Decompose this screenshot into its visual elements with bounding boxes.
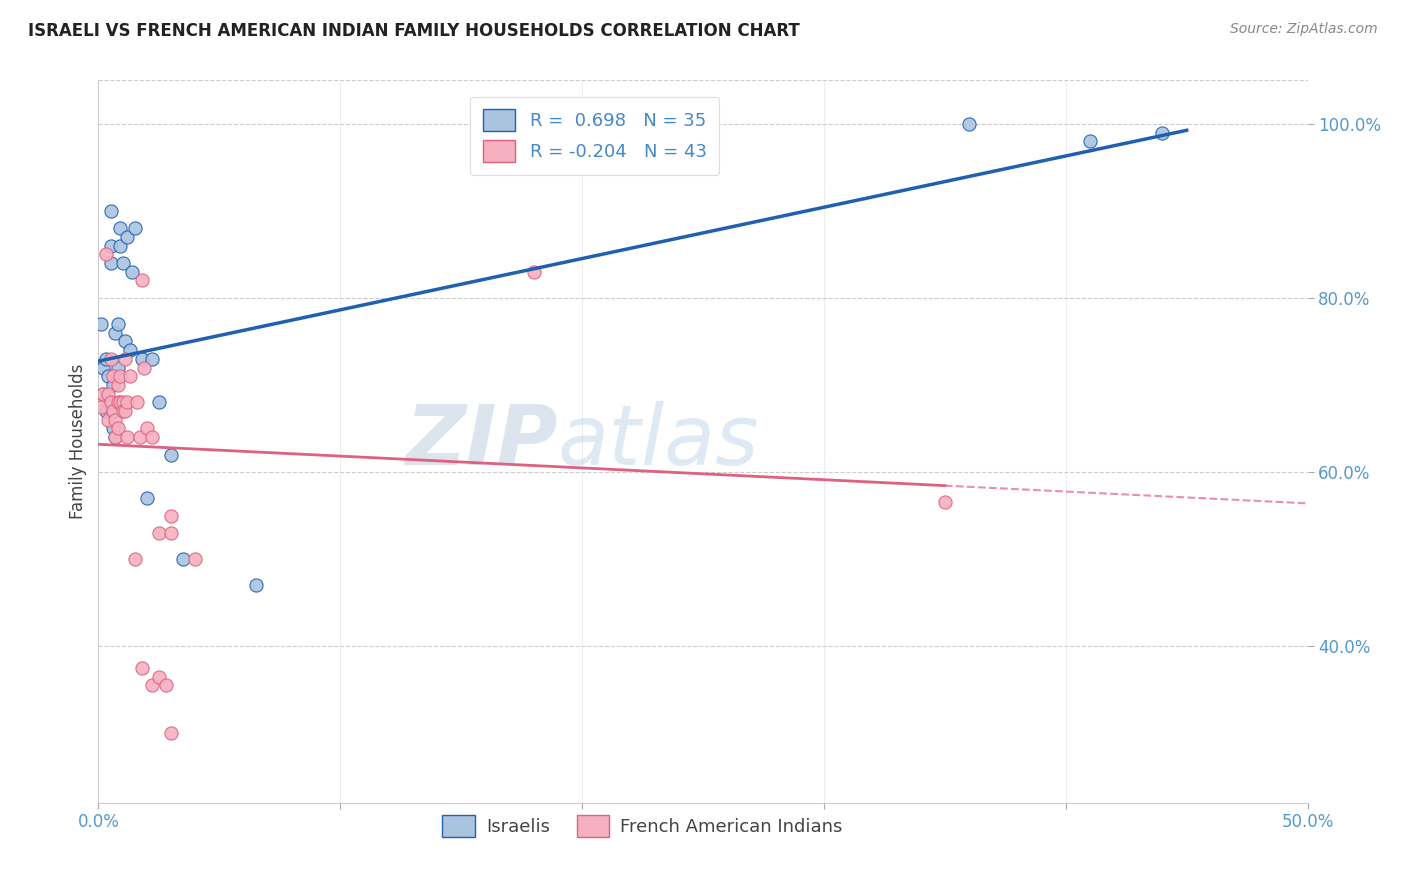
Point bbox=[94, 247, 117, 261]
Point bbox=[108, 395, 131, 409]
Point bbox=[245, 578, 267, 592]
Point bbox=[141, 430, 163, 444]
Point bbox=[957, 117, 980, 131]
Point bbox=[124, 221, 146, 235]
Text: atlas: atlas bbox=[558, 401, 759, 482]
Point bbox=[107, 378, 129, 392]
Point bbox=[104, 413, 127, 427]
Point bbox=[100, 203, 122, 218]
Point bbox=[121, 265, 143, 279]
Point bbox=[124, 552, 146, 566]
Point bbox=[100, 395, 122, 409]
Point bbox=[111, 404, 134, 418]
Point bbox=[135, 491, 157, 505]
Point bbox=[107, 421, 129, 435]
Point bbox=[1078, 134, 1101, 148]
Point bbox=[97, 395, 120, 409]
Point bbox=[107, 395, 129, 409]
Point bbox=[118, 343, 141, 358]
Point bbox=[160, 448, 183, 462]
Point bbox=[160, 508, 183, 523]
Point bbox=[131, 351, 153, 366]
Point bbox=[108, 238, 131, 252]
Point bbox=[128, 430, 150, 444]
Point bbox=[1152, 126, 1174, 140]
Point bbox=[101, 404, 124, 418]
Point bbox=[523, 265, 546, 279]
Point bbox=[111, 256, 134, 270]
Point bbox=[127, 395, 149, 409]
Point bbox=[104, 430, 127, 444]
Point bbox=[134, 360, 156, 375]
Point bbox=[117, 395, 139, 409]
Point bbox=[101, 404, 124, 418]
Point bbox=[148, 395, 170, 409]
Point bbox=[148, 669, 170, 683]
Point bbox=[148, 525, 170, 540]
Point bbox=[184, 552, 207, 566]
Point bbox=[97, 386, 120, 401]
Point bbox=[172, 552, 194, 566]
Point bbox=[100, 238, 122, 252]
Point bbox=[108, 221, 131, 235]
Point bbox=[101, 369, 124, 384]
Point bbox=[100, 256, 122, 270]
Point bbox=[107, 317, 129, 331]
Y-axis label: Family Households: Family Households bbox=[69, 364, 87, 519]
Point bbox=[104, 326, 127, 340]
Point bbox=[91, 386, 114, 401]
Point bbox=[118, 369, 141, 384]
Point bbox=[114, 334, 136, 349]
Point bbox=[934, 495, 956, 509]
Point bbox=[117, 430, 139, 444]
Point bbox=[155, 678, 177, 692]
Point bbox=[160, 525, 183, 540]
Point bbox=[141, 351, 163, 366]
Text: ISRAELI VS FRENCH AMERICAN INDIAN FAMILY HOUSEHOLDS CORRELATION CHART: ISRAELI VS FRENCH AMERICAN INDIAN FAMILY… bbox=[28, 22, 800, 40]
Text: ZIP: ZIP bbox=[405, 401, 558, 482]
Point bbox=[117, 230, 139, 244]
Point bbox=[91, 360, 114, 375]
Point bbox=[94, 404, 117, 418]
Point bbox=[141, 678, 163, 692]
Point bbox=[114, 351, 136, 366]
Point bbox=[131, 273, 153, 287]
Legend: Israelis, French American Indians: Israelis, French American Indians bbox=[436, 808, 849, 845]
Point bbox=[101, 378, 124, 392]
Point bbox=[104, 430, 127, 444]
Point bbox=[114, 404, 136, 418]
Point bbox=[90, 400, 112, 414]
Point bbox=[90, 317, 112, 331]
Point bbox=[91, 386, 114, 401]
Point bbox=[111, 395, 134, 409]
Point bbox=[97, 369, 120, 384]
Text: Source: ZipAtlas.com: Source: ZipAtlas.com bbox=[1230, 22, 1378, 37]
Point bbox=[107, 360, 129, 375]
Point bbox=[160, 726, 183, 740]
Point bbox=[94, 351, 117, 366]
Point bbox=[135, 421, 157, 435]
Point bbox=[100, 351, 122, 366]
Point bbox=[101, 421, 124, 435]
Point bbox=[108, 369, 131, 384]
Point bbox=[131, 661, 153, 675]
Point bbox=[97, 413, 120, 427]
